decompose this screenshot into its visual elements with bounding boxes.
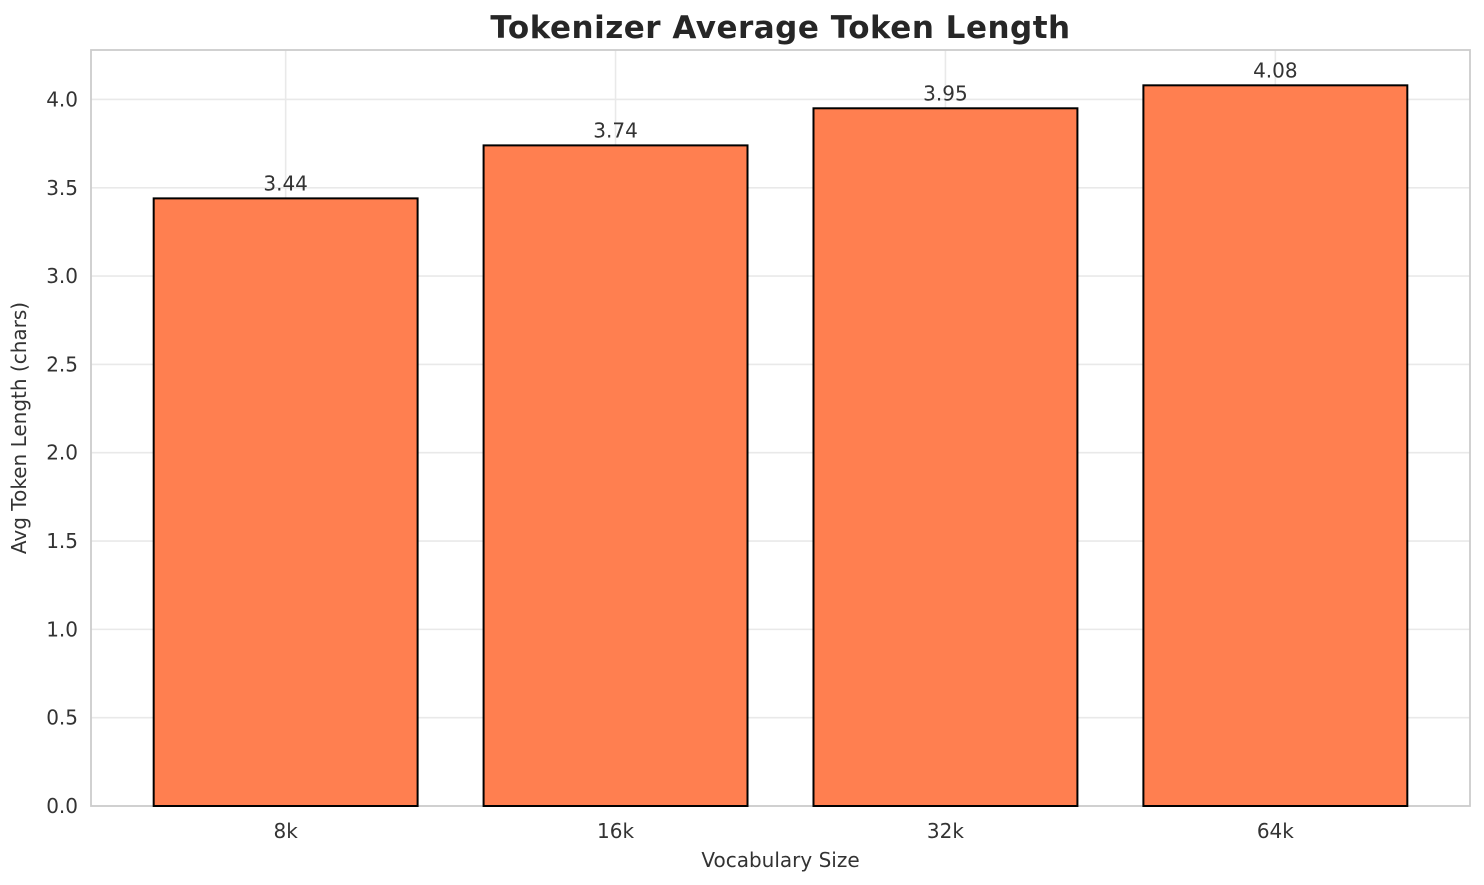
plot-border	[90, 49, 1471, 807]
chart-title: Tokenizer Average Token Length	[490, 10, 1071, 46]
y-tick-label: 1.5	[46, 529, 78, 553]
y-tick-label: 2.0	[46, 441, 78, 465]
bar-value-label: 3.95	[923, 81, 968, 105]
y-tick-label: 3.5	[46, 176, 78, 200]
x-tick-label: 32k	[927, 819, 964, 843]
bar-8k	[152, 197, 419, 807]
bar-64k	[1142, 84, 1409, 808]
y-tick-label: 2.5	[46, 352, 78, 376]
x-tick-label: 64k	[1257, 819, 1294, 843]
x-axis-label: Vocabulary Size	[701, 848, 859, 872]
bar-16k	[482, 144, 749, 807]
y-tick-label: 1.0	[46, 617, 78, 641]
x-tick-label: 16k	[597, 819, 634, 843]
y-tick-label: 4.0	[46, 87, 78, 111]
bar-value-label: 3.74	[593, 118, 638, 142]
y-axis-label: Avg Token Length (chars)	[7, 302, 31, 554]
bar-value-label: 4.08	[1253, 58, 1298, 82]
y-tick-label: 0.5	[46, 706, 78, 730]
x-tick-label: 8k	[273, 819, 298, 843]
bar-value-label: 3.44	[263, 171, 308, 195]
y-tick-label: 3.0	[46, 264, 78, 288]
bar-32k	[812, 107, 1079, 807]
y-tick-label: 0.0	[46, 794, 78, 818]
